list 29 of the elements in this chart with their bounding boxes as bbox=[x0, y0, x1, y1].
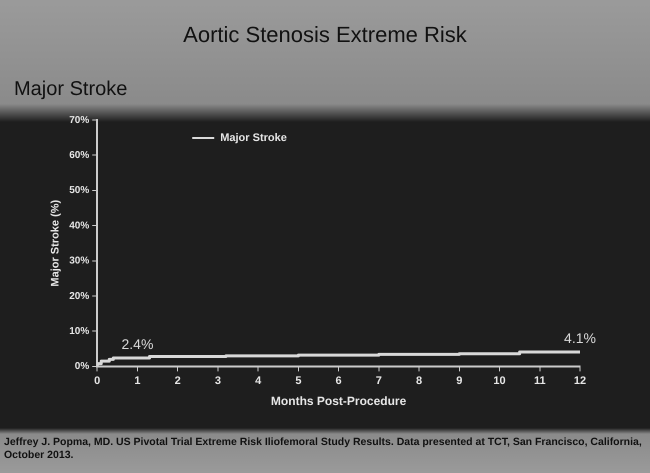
x-tick-label: 0 bbox=[94, 375, 100, 388]
x-tick-label: 8 bbox=[416, 375, 422, 388]
y-tick-label: 50% bbox=[69, 185, 90, 196]
x-tick-label: 12 bbox=[574, 375, 586, 388]
y-tick-label: 60% bbox=[69, 150, 90, 161]
y-tick-label: 30% bbox=[69, 256, 90, 267]
x-tick-label: 5 bbox=[295, 375, 302, 388]
x-tick-label: 6 bbox=[336, 375, 342, 388]
x-tick-label: 4 bbox=[255, 375, 262, 388]
text: Jeffrey J. Popma, MD. US Pivotal Trial Extreme Risk Iliofemoral Study Results. Data presented at TCT, San Francisco, California, October 2013. bbox=[4, 436, 643, 462]
chart-subtitle: Major Stroke bbox=[14, 78, 128, 101]
x-tick-label: 1 bbox=[134, 375, 141, 388]
y-tick-label: 0% bbox=[74, 361, 90, 372]
y-tick-label: 10% bbox=[69, 326, 90, 337]
annotation: 2.4% bbox=[121, 336, 154, 352]
y-tick-label: 40% bbox=[69, 220, 90, 232]
x-tick-label: 10 bbox=[493, 375, 506, 388]
x-tick-label: 2 bbox=[174, 375, 181, 388]
annotation: 4.1% bbox=[564, 330, 596, 346]
x-tick-label: 7 bbox=[376, 375, 382, 388]
x-axis-title: Months Post-Procedure bbox=[270, 394, 407, 408]
x-tick-label: 11 bbox=[534, 375, 546, 388]
legend-label: Major Stroke bbox=[220, 132, 287, 144]
y-tick-label: 70% bbox=[69, 114, 90, 126]
x-tick-label: 3 bbox=[214, 375, 221, 388]
y-axis-title: Major Stroke (%) bbox=[50, 199, 62, 287]
y-tick-label: 20% bbox=[69, 290, 90, 302]
x-tick-label: 9 bbox=[456, 375, 462, 388]
chart-title: Aortic Stenosis Extreme Risk bbox=[182, 22, 468, 48]
